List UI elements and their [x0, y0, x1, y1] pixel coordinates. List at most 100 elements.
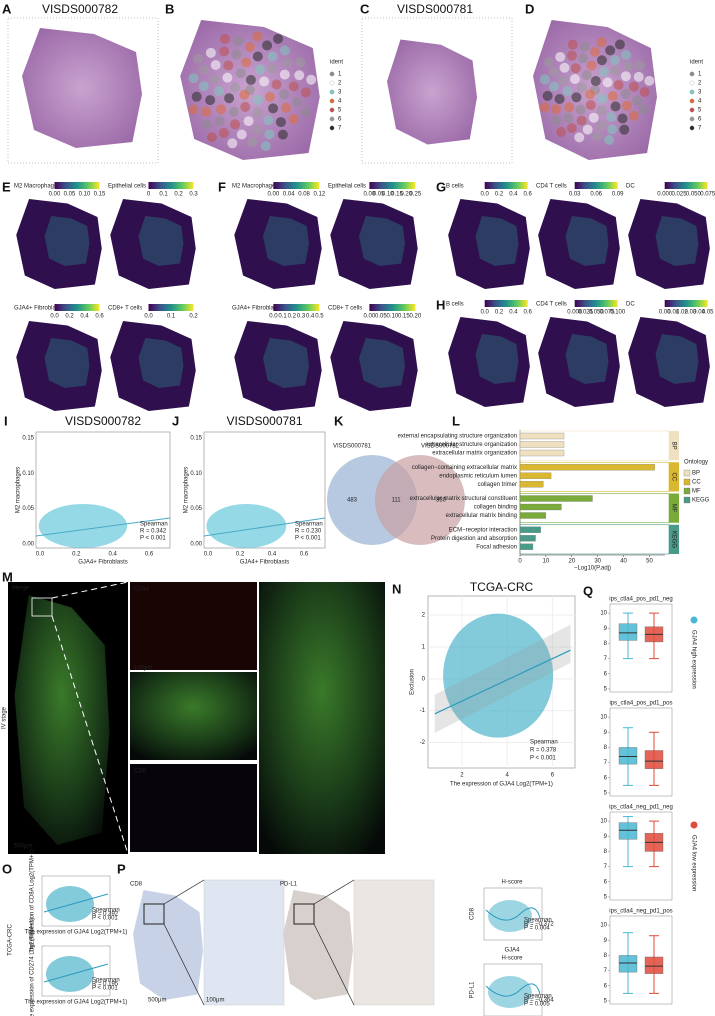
y-tick-label: 7 — [604, 968, 608, 974]
stat-text: R = 0.342 — [140, 529, 167, 535]
legend-title: ident — [690, 60, 703, 66]
colorbar-title: CD8+ T cells — [328, 306, 362, 312]
stain-label: CD8 — [130, 882, 143, 888]
spot-cluster — [562, 86, 573, 97]
spot-cluster — [628, 110, 639, 121]
y-tick-label: 8 — [604, 849, 608, 855]
y-tick-label: 0.10 — [190, 471, 202, 477]
y-tick-label: 9 — [604, 834, 608, 840]
spot-cluster — [576, 115, 587, 126]
channel-image — [130, 672, 257, 760]
spot-cluster — [223, 60, 234, 71]
legend-label: KEGG — [692, 498, 710, 504]
colorbar-title: M2 Macrophages — [232, 184, 278, 190]
spot-cluster — [295, 57, 306, 68]
legend-label: BP — [692, 471, 700, 477]
point-cloud — [46, 886, 94, 922]
spot-cluster — [267, 63, 278, 74]
x-axis-label: −Log10(P.adj) — [574, 566, 611, 572]
colorbar-tick: 0.4 — [509, 192, 518, 198]
legend-label: 6 — [338, 117, 342, 123]
plot-title: H-score — [501, 880, 523, 886]
colorbar — [574, 300, 618, 307]
stat-text: Spearman — [524, 918, 552, 924]
legend-swatch — [689, 116, 695, 122]
colorbar-tick: 0.2 — [288, 314, 297, 320]
y-tick-label: 0.10 — [22, 471, 34, 477]
spatial-map-hot — [263, 338, 309, 388]
category-label: extracellular matrix structural constitu… — [410, 496, 518, 502]
colorbar — [148, 182, 194, 189]
spot-cluster — [613, 80, 624, 91]
stat-text: P < 0.001 — [92, 916, 118, 922]
colorbar-tick: 0.075 — [599, 310, 615, 316]
spot-cluster — [205, 47, 216, 58]
stat-text: P < 0.001 — [295, 536, 321, 542]
spot-cluster — [574, 132, 585, 143]
spot-cluster — [579, 41, 590, 52]
spot-cluster — [602, 77, 613, 88]
spot-cluster — [610, 101, 621, 112]
spot-cluster — [279, 89, 290, 100]
spot-cluster — [241, 57, 252, 68]
legend-label: 6 — [698, 117, 702, 123]
group-strip — [669, 524, 679, 554]
colorbar-tick: 0.075 — [700, 192, 715, 198]
x-tick-label: 4 — [505, 773, 509, 779]
spot-cluster — [606, 111, 617, 122]
y-tick-label: 6 — [604, 879, 608, 885]
colorbar — [148, 304, 194, 311]
stat-text: P < 0.001 — [530, 756, 556, 762]
spot-cluster — [621, 49, 632, 60]
spot-cluster — [209, 74, 220, 85]
legend-swatch — [689, 71, 695, 77]
x-tick-label: 2 — [460, 773, 464, 779]
bar — [519, 543, 534, 550]
venn-set-label: VISDS000781 — [333, 444, 372, 450]
colorbar-tick: 0.05 — [702, 310, 714, 316]
spot-cluster — [292, 96, 303, 107]
y-tick-label: 0.05 — [190, 506, 202, 512]
panel-label: K — [334, 413, 344, 428]
zoom-box — [31, 597, 53, 617]
spot-cluster — [539, 74, 550, 85]
spot-cluster — [575, 104, 586, 115]
panel-label: P — [117, 861, 126, 876]
y-tick-label: 0.00 — [190, 542, 202, 548]
legend-label: 4 — [338, 99, 342, 105]
colorbar-tick: 0.4 — [509, 310, 518, 316]
category-label: Focal adhesion — [476, 544, 517, 550]
spot-cluster — [559, 62, 570, 73]
spot-cluster — [259, 76, 270, 87]
spot-cluster — [219, 33, 230, 44]
x-tick-label: 6 — [551, 773, 555, 779]
panel-label: Q — [583, 583, 593, 598]
colorbar-tick: 0.2 — [495, 192, 504, 198]
y-tick-label: 8 — [604, 641, 608, 647]
legend-label: GJA4 high expression — [690, 630, 696, 689]
spot-cluster — [597, 93, 608, 104]
y-tick-label: 10 — [600, 923, 607, 929]
slide-frame — [7, 17, 159, 164]
legend-swatch — [689, 80, 695, 86]
colorbar-tick: 0.05 — [373, 192, 385, 198]
legend-title: ident — [330, 60, 343, 66]
plot-frame — [35, 431, 171, 549]
colorbar-title: CD4 T cells — [536, 302, 567, 308]
legend-swatch — [689, 98, 695, 104]
y-tick-label: 10 — [600, 715, 607, 721]
spot-cluster — [231, 49, 242, 60]
spot-cluster — [228, 106, 239, 117]
x-axis-label: GJA4+ Fibroblasts — [240, 560, 290, 566]
category-label: collagen binding — [474, 505, 517, 511]
colorbar-tick: 0.0 — [269, 314, 278, 320]
spatial-map-hot — [655, 216, 699, 266]
channel-label: CK — [134, 677, 142, 683]
colorbar-tick: 0.10 — [79, 192, 91, 198]
spot-cluster — [620, 88, 631, 99]
spot-cluster — [294, 70, 305, 81]
spot-cluster — [214, 116, 225, 127]
spatial-map-hot — [475, 216, 519, 266]
spot-cluster — [620, 71, 631, 82]
y-tick-label: 7 — [604, 864, 608, 870]
